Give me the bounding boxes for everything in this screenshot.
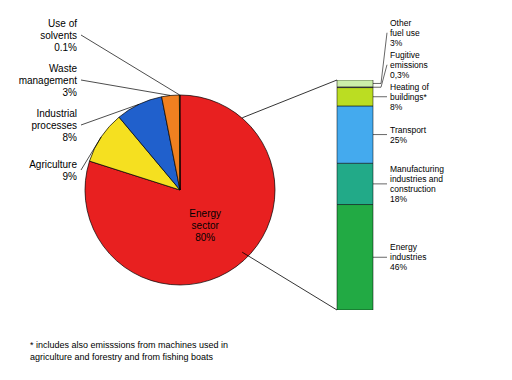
svg-text:Use ofsolvents0.1%: Use ofsolvents0.1% xyxy=(40,18,77,53)
svg-text:Otherfuel use3%: Otherfuel use3% xyxy=(390,18,420,48)
svg-text:Fugitiveemissions0,3%: Fugitiveemissions0,3% xyxy=(390,50,428,80)
svg-text:Energysector80%: Energysector80% xyxy=(189,207,221,242)
svg-text:Manufacturingindustries andcon: Manufacturingindustries andconstruction1… xyxy=(390,164,444,204)
svg-text:Heating ofbuildings*8%: Heating ofbuildings*8% xyxy=(390,82,429,112)
svg-text:Wastemanagement3%: Wastemanagement3% xyxy=(19,63,78,98)
svg-text:Transport25%: Transport25% xyxy=(390,125,427,145)
svg-text:Energyindustries46%: Energyindustries46% xyxy=(390,242,426,272)
svg-text:Industrialprocesses8%: Industrialprocesses8% xyxy=(31,108,77,143)
svg-text:Agriculture9%: Agriculture9% xyxy=(29,159,77,182)
svg-text:* includes also emisssions fro: * includes also emisssions from machines… xyxy=(30,340,228,362)
